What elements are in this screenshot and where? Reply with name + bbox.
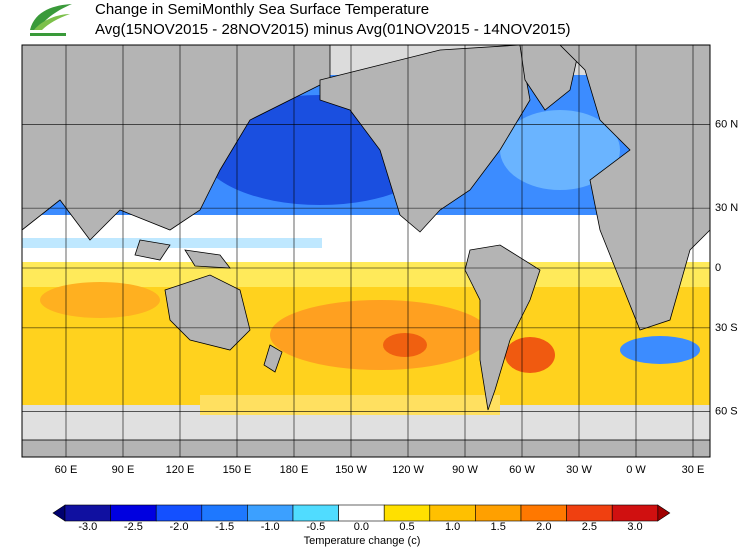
lon-label: 60 E — [55, 464, 78, 476]
colorbar-box — [201, 504, 248, 522]
colorbar-label: Temperature change (c) — [304, 535, 421, 547]
colorbar-tick-label: -2.0 — [170, 521, 189, 533]
map — [21, 44, 711, 458]
subtitle: Avg(15NOV2015 - 28NOV2015) minus Avg(01N… — [95, 21, 571, 38]
colorbar-box — [611, 504, 659, 522]
colorbar-box — [338, 504, 385, 522]
lon-label: 120 W — [392, 464, 424, 476]
lon-label: 180 E — [280, 464, 309, 476]
colorbar-tick-label: -1.5 — [215, 521, 234, 533]
colorbar-box — [292, 504, 339, 522]
lat-label: 30 N — [715, 202, 738, 214]
colorbar-tick-label: 0.5 — [399, 521, 414, 533]
colorbar-box — [429, 504, 476, 522]
lon-label: 30 E — [682, 464, 705, 476]
colorbar-tick-label: 2.0 — [536, 521, 551, 533]
lon-label: 30 W — [566, 464, 592, 476]
lat-label: 30 S — [715, 322, 738, 334]
lon-label: 150 W — [335, 464, 367, 476]
lon-label: 0 W — [626, 464, 646, 476]
map-grid — [22, 45, 710, 457]
colorbar-box — [247, 504, 294, 522]
colorbar-tick-label: -1.0 — [261, 521, 280, 533]
lon-label: 150 E — [223, 464, 252, 476]
colorbar-under — [52, 504, 66, 522]
colorbar-tick-label: 3.0 — [627, 521, 642, 533]
colorbar-tick-label: -3.0 — [78, 521, 97, 533]
title: Change in SemiMonthly Sea Surface Temper… — [95, 1, 429, 18]
colorbar-box — [475, 504, 522, 522]
colorbar-tick-label: 1.5 — [491, 521, 506, 533]
lat-label: 0 — [715, 262, 721, 274]
colorbar-box — [110, 504, 157, 522]
lon-label: 90 E — [112, 464, 135, 476]
colorbar-box — [383, 504, 431, 522]
colorbar-tick-label: -0.5 — [306, 521, 325, 533]
map-frame — [21, 44, 711, 458]
colorbar-box — [64, 504, 111, 522]
colorbar-box — [155, 504, 203, 522]
colorbar-box — [520, 504, 567, 522]
lat-label: 60 S — [715, 405, 738, 417]
colorbar-tick-label: 1.0 — [445, 521, 460, 533]
lat-label: 60 N — [715, 118, 738, 130]
colorbar-tick-label: 0.0 — [354, 521, 369, 533]
colorbar-box — [566, 504, 613, 522]
lon-label: 90 W — [452, 464, 478, 476]
lon-label: 120 E — [166, 464, 195, 476]
logo — [30, 4, 72, 36]
colorbar-tick-label: -2.5 — [124, 521, 143, 533]
colorbar-over — [657, 504, 671, 522]
colorbar-tick-label: 2.5 — [582, 521, 597, 533]
lon-label: 60 W — [509, 464, 535, 476]
